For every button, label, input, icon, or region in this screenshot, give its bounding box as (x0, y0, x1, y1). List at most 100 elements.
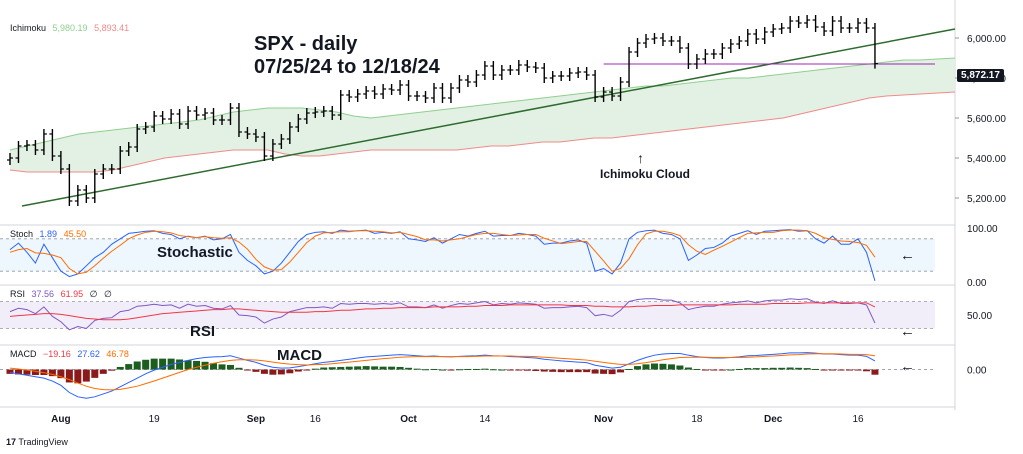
stochastic-annotation: Stochastic (157, 244, 233, 261)
macd-histogram-bar (557, 369, 565, 373)
ohlc-bar (329, 106, 336, 120)
macd-histogram-bar (396, 366, 404, 370)
title-line-1: SPX - daily (254, 33, 358, 55)
macd-histogram-bar (862, 369, 870, 372)
ohlc-bar (235, 103, 242, 137)
ohlc-bar (719, 43, 726, 59)
rsi-line (9, 298, 876, 331)
macd-histogram-bar (218, 364, 226, 370)
ohlc-bar (219, 115, 225, 125)
ohlc-bar (575, 67, 582, 78)
ohlc-bar (490, 61, 497, 80)
ohlc-bar (363, 86, 370, 99)
ohlc-bar (380, 84, 387, 99)
title-line-2: 07/25/24 to 12/18/24 (254, 56, 440, 78)
ichimoku-legend: Ichimoku 5,980.19 5,893.41 (10, 23, 130, 33)
macd-histogram-bar (871, 369, 879, 375)
macd-histogram-bar (795, 367, 803, 370)
macd-histogram-bar (727, 369, 735, 371)
macd-histogram-bar (837, 369, 845, 371)
macd-histogram-bar (184, 360, 192, 370)
ohlc-bar (753, 29, 760, 44)
ohlc-bar (702, 49, 709, 64)
ohlc-bar (871, 23, 878, 69)
ohlc-bar (185, 106, 192, 129)
ohlc-bar (626, 47, 633, 87)
macd-histogram-bar (735, 368, 743, 370)
ohlc-bar (761, 27, 768, 44)
macd-histogram-bar (226, 364, 234, 370)
macd-histogram-bar (447, 369, 455, 371)
macd-histogram-bar (489, 369, 497, 371)
ohlc-bar (422, 91, 429, 103)
macd-histogram-bar (634, 366, 642, 370)
signal-line (9, 353, 876, 391)
rsi-annotation: RSI (190, 323, 216, 340)
macd-histogram-bar (125, 364, 133, 370)
ohlc-bar (515, 60, 522, 75)
macd-histogram-bar (57, 369, 65, 379)
ohlc-bar (812, 15, 819, 32)
ohlc-bar (269, 139, 276, 161)
ohlc-bar (651, 33, 658, 44)
ohlc-bar (303, 108, 310, 124)
ohlc-bar (744, 29, 751, 46)
rsi-arrow: ← (900, 323, 915, 340)
macd-histogram-bar (6, 369, 14, 374)
x-tick-label: Aug (51, 414, 70, 425)
macd-histogram-bar (150, 358, 158, 370)
stoch-legend: Stoch 1.89 45.50 (10, 229, 87, 239)
ohlc-bar (787, 16, 794, 33)
macd-histogram-bar (430, 368, 438, 370)
ohlc-bar (261, 132, 268, 161)
macd-histogram-bar (294, 369, 302, 372)
stochastic-panel: 100.00 0.00 (0, 224, 998, 289)
axis-tick-label: 100.00 (967, 224, 998, 235)
x-tick-label: 18 (691, 414, 703, 425)
cloud-upper-line (9, 57, 956, 151)
ohlc-bar (117, 146, 124, 174)
macd-histogram-bar (464, 368, 472, 370)
ohlc-bar (40, 129, 47, 155)
last-price-badge: 5,872.17 (957, 69, 1004, 82)
macd-histogram-bar (667, 364, 675, 370)
ohlc-bar (32, 140, 39, 155)
ohlc-bar (57, 151, 64, 174)
macd-histogram-bar (277, 369, 285, 375)
ohlc-bar (710, 49, 717, 59)
ohlc-bar (676, 36, 683, 53)
ohlc-bar (659, 33, 666, 46)
macd-histogram-bar (574, 369, 582, 373)
ohlc-bar (278, 134, 285, 149)
macd-histogram-bar (422, 369, 430, 371)
ohlc-bar (66, 164, 73, 206)
trend-lines (21, 28, 956, 207)
ohlc-bar (159, 111, 166, 124)
ohlc-bar (286, 122, 293, 144)
ohlc-bar (600, 87, 607, 102)
macd-histogram-bar (235, 367, 243, 370)
macd-histogram-bar (625, 368, 633, 370)
ohlc-bar (168, 109, 175, 124)
macd-histogram-bar (532, 369, 540, 371)
macd-histogram-bar (243, 369, 251, 371)
band-fill (0, 238, 935, 272)
macd-histogram-bar (23, 369, 31, 375)
ohlc-bar (23, 140, 30, 151)
ohlc-bar (532, 62, 539, 73)
x-tick-label: 19 (149, 414, 161, 425)
macd-histogram-bar (540, 369, 548, 372)
macd-histogram-bar (337, 366, 345, 370)
macd-histogram-bar (133, 361, 141, 370)
x-tick-label: Sep (247, 414, 265, 425)
axis-tick-label: 0.00 (967, 278, 987, 289)
macd-panel: 0.00 (0, 352, 987, 399)
ohlc-bar (320, 106, 327, 117)
macd-histogram-bar (108, 369, 116, 371)
macd-histogram-bar (617, 369, 625, 373)
cloud-annotation: Ichimoku Cloud (600, 167, 690, 181)
ohlc-bar (447, 83, 454, 103)
ohlc-bar (481, 61, 488, 80)
ohlc-bar (770, 24, 777, 37)
ohlc-bar (49, 129, 56, 161)
